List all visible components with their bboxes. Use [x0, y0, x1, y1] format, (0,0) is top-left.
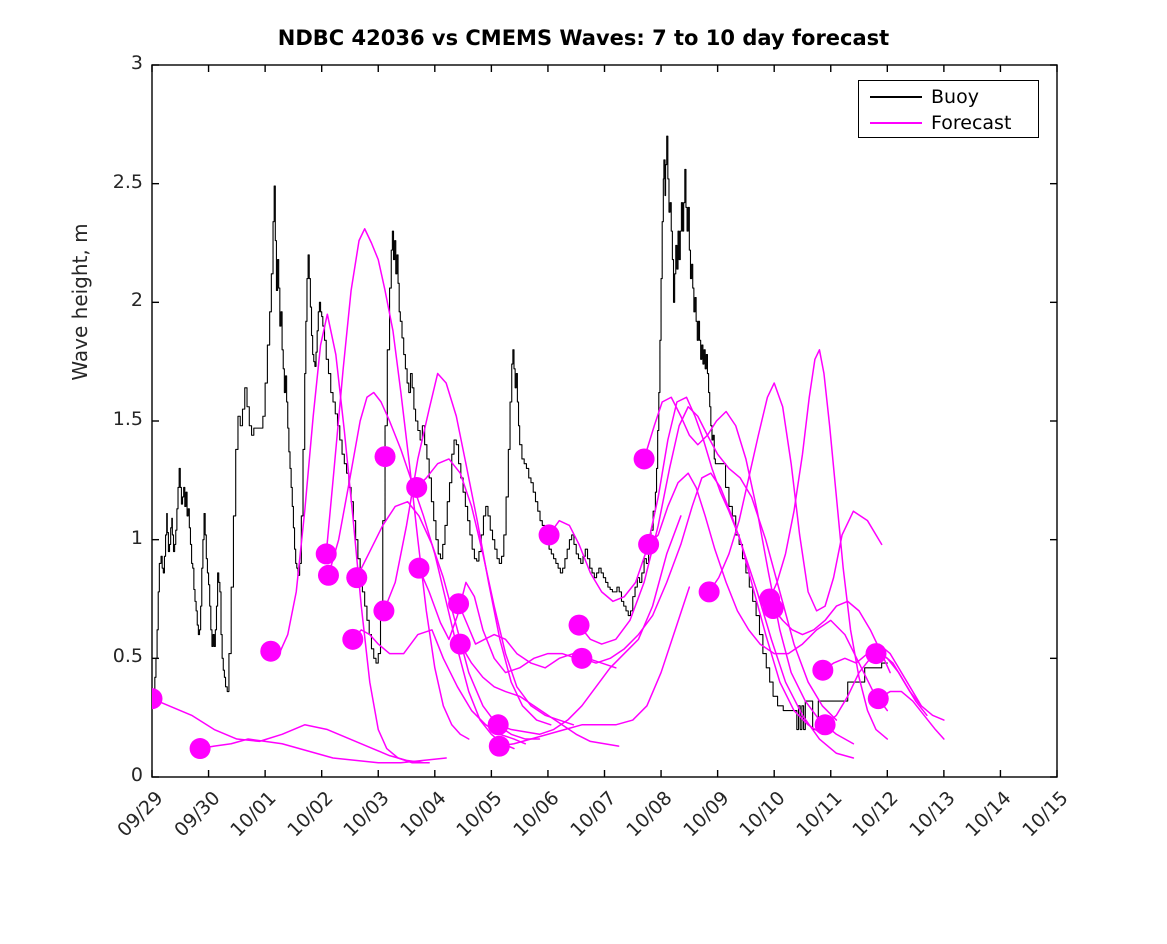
forecast-start-marker [488, 735, 510, 757]
forecast-start-marker [317, 564, 339, 586]
forecast-start-marker [814, 714, 836, 736]
forecast-series-line [415, 458, 575, 726]
forecast-series-line [459, 643, 620, 747]
forecast-start-marker [346, 567, 368, 589]
forecast-series-line [772, 600, 891, 674]
y-tick-label: 3 [130, 52, 143, 74]
forecast-start-marker [448, 593, 470, 615]
legend-entry-forecast: Forecast [859, 110, 1038, 136]
y-tick-label: 0.5 [112, 645, 143, 668]
legend-entry-buoy: Buoy [859, 84, 1038, 110]
forecast-series-line [877, 690, 945, 740]
forecast-series-line [581, 472, 855, 759]
forecast-start-marker [865, 643, 887, 665]
legend-label-forecast: Forecast [931, 111, 1012, 134]
forecast-start-marker [638, 533, 660, 555]
forecast-series-line [578, 406, 838, 721]
forecast-start-marker [762, 597, 784, 619]
y-tick-label: 1.5 [112, 408, 143, 430]
legend-label-buoy: Buoy [931, 85, 979, 108]
forecast-start-marker [373, 600, 395, 622]
forecast-series-line [152, 697, 425, 764]
forecast-start-marker [260, 640, 282, 662]
forecast-start-marker [538, 524, 560, 546]
forecast-start-marker [449, 633, 471, 655]
forecast-series-line [418, 567, 577, 674]
forecast-series-line [768, 349, 889, 740]
plot-canvas [151, 64, 1058, 778]
forecast-start-marker [812, 659, 834, 681]
forecast-series-line [497, 515, 682, 736]
forecast-series-line [708, 382, 883, 612]
page-title: NDBC 42036 vs CMEMS Waves: 7 to 10 day f… [277, 26, 890, 50]
forecast-series-line [548, 396, 824, 736]
forecast-series-line [643, 396, 855, 745]
y-tick-label: 2.5 [112, 170, 143, 193]
forecast-start-marker [408, 557, 430, 579]
forecast-start-marker [152, 688, 163, 710]
forecast-start-marker [406, 476, 428, 498]
forecast-start-marker [698, 581, 720, 603]
axes-group [151, 64, 1058, 778]
forecast-start-marker [867, 688, 889, 710]
forecast-series-line [325, 228, 470, 740]
y-tick-label: 2 [130, 289, 143, 312]
forecast-series-line [199, 738, 447, 764]
forecast-start-marker [342, 628, 364, 650]
legend-swatch-buoy [870, 96, 922, 98]
chart-legend[interactable]: Buoy Forecast [858, 80, 1039, 138]
forecast-start-marker [568, 614, 590, 636]
y-tick-label: 1 [130, 526, 143, 549]
forecast-series-line [498, 586, 691, 747]
forecast-series-line [875, 652, 945, 721]
forecast-start-marker [315, 543, 337, 565]
y-tick-label: 0 [130, 764, 143, 786]
forecast-series-line [383, 372, 552, 726]
forecast-start-marker [487, 714, 509, 736]
figure-container: NDBC 42036 vs CMEMS Waves: 7 to 10 day f… [68, 26, 1073, 842]
legend-swatch-forecast [870, 122, 922, 124]
forecast-markers-group [152, 446, 889, 760]
forecast-series-line [270, 313, 430, 764]
forecast-start-marker [633, 448, 655, 470]
forecast-series-line [647, 472, 889, 712]
forecast-start-marker [374, 446, 396, 468]
forecast-start-marker [571, 647, 593, 669]
buoy-series-line [152, 135, 888, 731]
forecast-start-marker [189, 738, 211, 760]
